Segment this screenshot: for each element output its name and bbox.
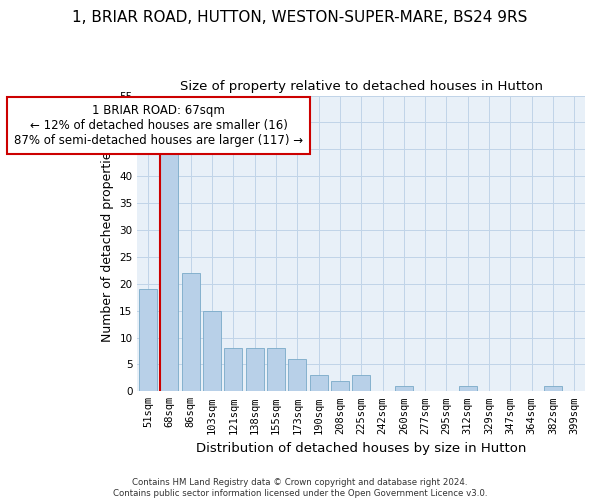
Bar [544,386,562,392]
Bar [395,386,413,392]
Text: 1, BRIAR ROAD, HUTTON, WESTON-SUPER-MARE, BS24 9RS: 1, BRIAR ROAD, HUTTON, WESTON-SUPER-MARE… [73,10,527,25]
Bar [459,386,477,392]
Text: 1 BRIAR ROAD: 67sqm
← 12% of detached houses are smaller (16)
87% of semi-detach: 1 BRIAR ROAD: 67sqm ← 12% of detached ho… [14,104,303,146]
Bar [224,348,242,392]
Bar [331,380,349,392]
Title: Size of property relative to detached houses in Hutton: Size of property relative to detached ho… [180,80,543,93]
Y-axis label: Number of detached properties: Number of detached properties [101,145,114,342]
Bar [203,310,221,392]
Bar [267,348,285,392]
Bar [352,375,370,392]
X-axis label: Distribution of detached houses by size in Hutton: Distribution of detached houses by size … [196,442,526,455]
Text: Contains HM Land Registry data © Crown copyright and database right 2024.
Contai: Contains HM Land Registry data © Crown c… [113,478,487,498]
Bar [182,273,200,392]
Bar [288,359,307,392]
Bar [139,289,157,392]
Bar [160,144,178,392]
Bar [310,375,328,392]
Bar [245,348,264,392]
